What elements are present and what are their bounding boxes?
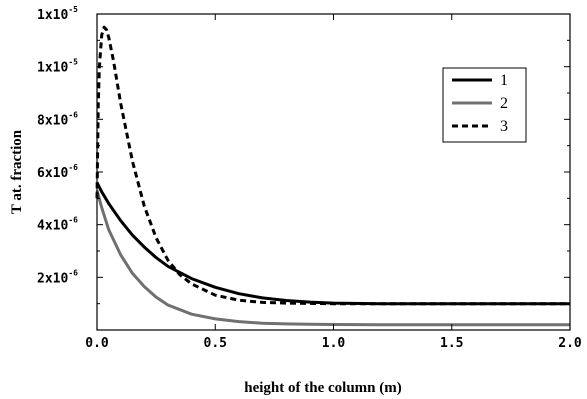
y-tick-label: 6x10-6 bbox=[37, 163, 78, 181]
ticks-layer bbox=[96, 13, 571, 330]
legend: 1 2 3 bbox=[442, 67, 527, 143]
series-line-3 bbox=[95, 25, 570, 306]
plot-frame bbox=[96, 13, 571, 331]
x-tick-label: 0.5 bbox=[204, 336, 227, 351]
series-layer bbox=[95, 25, 570, 327]
x-tick-label: 1.0 bbox=[322, 336, 346, 351]
y-tick-label: 2x10-6 bbox=[37, 268, 78, 286]
x-tick-label: 1.5 bbox=[440, 336, 463, 351]
x-axis-label: height of the column (m) bbox=[244, 380, 402, 396]
legend-label-1: 1 bbox=[500, 72, 508, 89]
y-tick-label: 1x10-5 bbox=[37, 5, 78, 23]
x-tick-label: 0.0 bbox=[85, 336, 109, 351]
x-tick-label: 2.0 bbox=[558, 336, 582, 351]
labels-layer: 0.0 0.5 1.0 1.5 2.0 2x10-6 4x10-6 6x10-6 8x10-6 1… bbox=[37, 5, 582, 351]
legend-label-3: 3 bbox=[500, 118, 508, 135]
y-tick-label: 4x10-6 bbox=[37, 216, 78, 234]
y-tick-label: 1x10-5 bbox=[37, 58, 78, 76]
series-line-2 bbox=[95, 190, 570, 327]
y-tick-label: 8x10-6 bbox=[37, 110, 78, 128]
legend-label-2: 2 bbox=[500, 95, 508, 112]
y-axis-label: T at. fraction bbox=[9, 129, 25, 214]
series-line-1 bbox=[95, 181, 570, 306]
